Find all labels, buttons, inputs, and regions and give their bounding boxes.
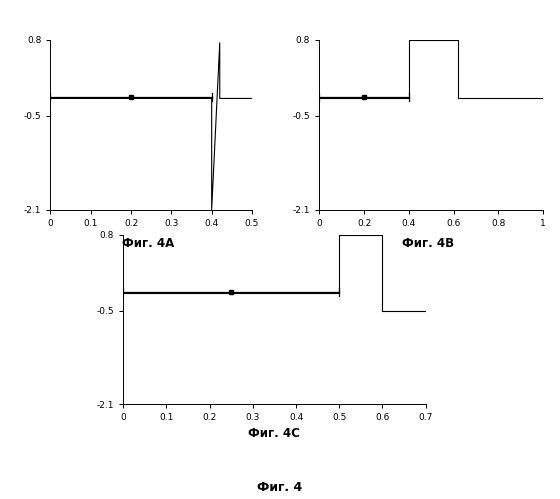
- Text: Фиг. 4C: Фиг. 4C: [249, 427, 300, 440]
- Text: Фиг. 4: Фиг. 4: [258, 481, 302, 494]
- Text: Фиг. 4В: Фиг. 4В: [402, 237, 455, 250]
- Text: Фиг. 4А: Фиг. 4А: [122, 237, 175, 250]
